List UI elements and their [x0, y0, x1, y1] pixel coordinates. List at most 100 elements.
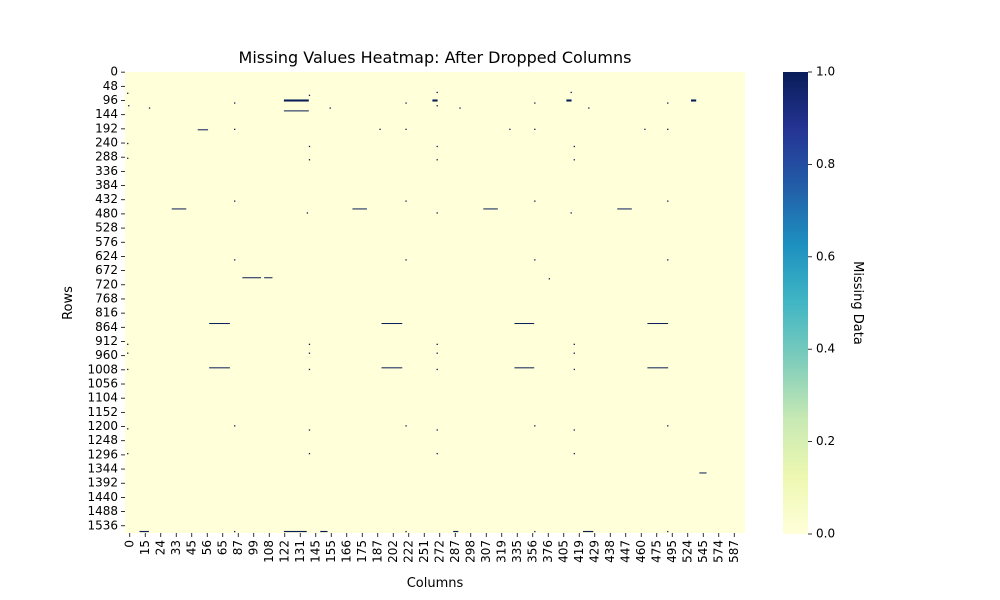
y-tick-label: 96 [103, 93, 118, 107]
missing-point [436, 452, 438, 455]
missing-segment [283, 530, 307, 533]
x-tick-label: 356 [525, 540, 539, 563]
x-tick-label: 272 [432, 540, 446, 563]
missing-point [667, 425, 669, 427]
missing-point [570, 212, 572, 214]
y-tick-label: 768 [95, 291, 118, 305]
x-tick-label: 0 [122, 540, 136, 548]
colorbar-tick-label: 0.6 [816, 249, 835, 263]
x-tick-label: 131 [293, 540, 307, 563]
x-tick-label: 45 [184, 540, 198, 555]
x-tick-label: 108 [262, 540, 276, 563]
missing-point [308, 343, 311, 345]
x-tick-label: 15 [138, 540, 152, 555]
missing-point [570, 91, 572, 94]
y-tick-label: 480 [95, 206, 118, 220]
y-tick-label: 1200 [87, 419, 118, 433]
x-tick-label: 335 [510, 540, 524, 563]
missing-point [534, 259, 536, 261]
y-tick-label: 1248 [87, 433, 118, 447]
missing-point [405, 200, 407, 202]
x-tick-label: 65 [215, 540, 229, 555]
missing-point [405, 530, 407, 533]
missing-point [436, 352, 438, 354]
missing-point [644, 128, 646, 131]
missing-segment [209, 367, 230, 369]
y-tick-label: 432 [95, 192, 118, 206]
x-tick-label: 587 [727, 540, 741, 563]
x-tick-label: 202 [386, 540, 400, 563]
colorbar-tick-label: 0.2 [816, 434, 835, 448]
y-tick-label: 624 [95, 249, 118, 263]
y-tick-label: 528 [95, 221, 118, 235]
x-tick-label: 376 [541, 540, 555, 563]
x-tick-label: 166 [339, 540, 353, 563]
x-tick-label: 460 [634, 540, 648, 563]
missing-segment [139, 530, 149, 533]
missing-point [329, 107, 331, 109]
missing-point [459, 107, 461, 109]
missing-point [127, 452, 129, 455]
colorbar-ticks: 0.0 0.2 0.4 0.6 0.8 1.0 [808, 65, 835, 541]
missing-point [234, 530, 236, 533]
y-tick-label: 1344 [87, 462, 118, 476]
missing-segment [381, 367, 403, 369]
missing-point [308, 145, 311, 148]
missing-point [308, 429, 311, 431]
missing-point [667, 128, 669, 131]
x-axis-label: Columns [407, 576, 464, 591]
x-tick-label: 187 [370, 540, 384, 563]
missing-point [436, 429, 438, 431]
missing-segment [647, 323, 669, 325]
y-tick-label: 1104 [87, 391, 118, 405]
missing-point [573, 145, 575, 148]
x-tick-label: 298 [463, 540, 477, 563]
missing-point [436, 368, 438, 371]
y-tick-label: 912 [95, 334, 118, 348]
missing-segment [582, 530, 594, 533]
y-tick-label: 1008 [87, 362, 118, 376]
x-tick-label: 122 [277, 540, 291, 563]
x-tick-label: 287 [448, 540, 462, 563]
missing-point [127, 428, 129, 430]
colorbar [783, 72, 808, 534]
y-tick-label: 672 [95, 263, 118, 277]
x-tick-label: 155 [324, 540, 338, 563]
missing-point [436, 105, 438, 107]
missing-segment [197, 129, 209, 131]
missing-point [308, 452, 311, 455]
y-tick-label: 1152 [87, 405, 118, 419]
x-tick-label: 33 [169, 540, 183, 555]
missing-segment [381, 323, 403, 325]
x-tick-label: 475 [649, 540, 663, 563]
missing-point [534, 425, 536, 427]
missing-point [667, 530, 669, 533]
x-tick-label: 429 [587, 540, 601, 563]
missing-point [127, 92, 129, 94]
missing-point [127, 368, 129, 371]
missing-point [667, 102, 669, 104]
colorbar-tick-label: 0.8 [816, 157, 835, 171]
y-tick-label: 816 [95, 306, 118, 320]
missing-point [234, 200, 236, 202]
x-tick-label: 222 [401, 540, 415, 563]
y-tick-label: 1488 [87, 504, 118, 518]
missing-point [405, 102, 407, 104]
x-tick-label: 307 [479, 540, 493, 563]
missing-point [573, 368, 575, 371]
x-tick-label: 574 [711, 540, 725, 563]
missing-point [573, 452, 575, 455]
missing-point [534, 200, 536, 202]
missing-segment [264, 277, 273, 279]
missing-point [127, 142, 129, 145]
y-tick-label: 720 [95, 277, 118, 291]
x-tick-label: 145 [308, 540, 322, 563]
missing-point [127, 352, 129, 354]
missing-point [573, 352, 575, 354]
missing-point [588, 107, 590, 109]
chart-title: Missing Values Heatmap: After Dropped Co… [239, 48, 632, 67]
x-tick-label: 524 [680, 540, 694, 563]
missing-point [573, 343, 575, 345]
y-tick-label: 864 [95, 320, 118, 334]
missing-point [667, 200, 669, 202]
